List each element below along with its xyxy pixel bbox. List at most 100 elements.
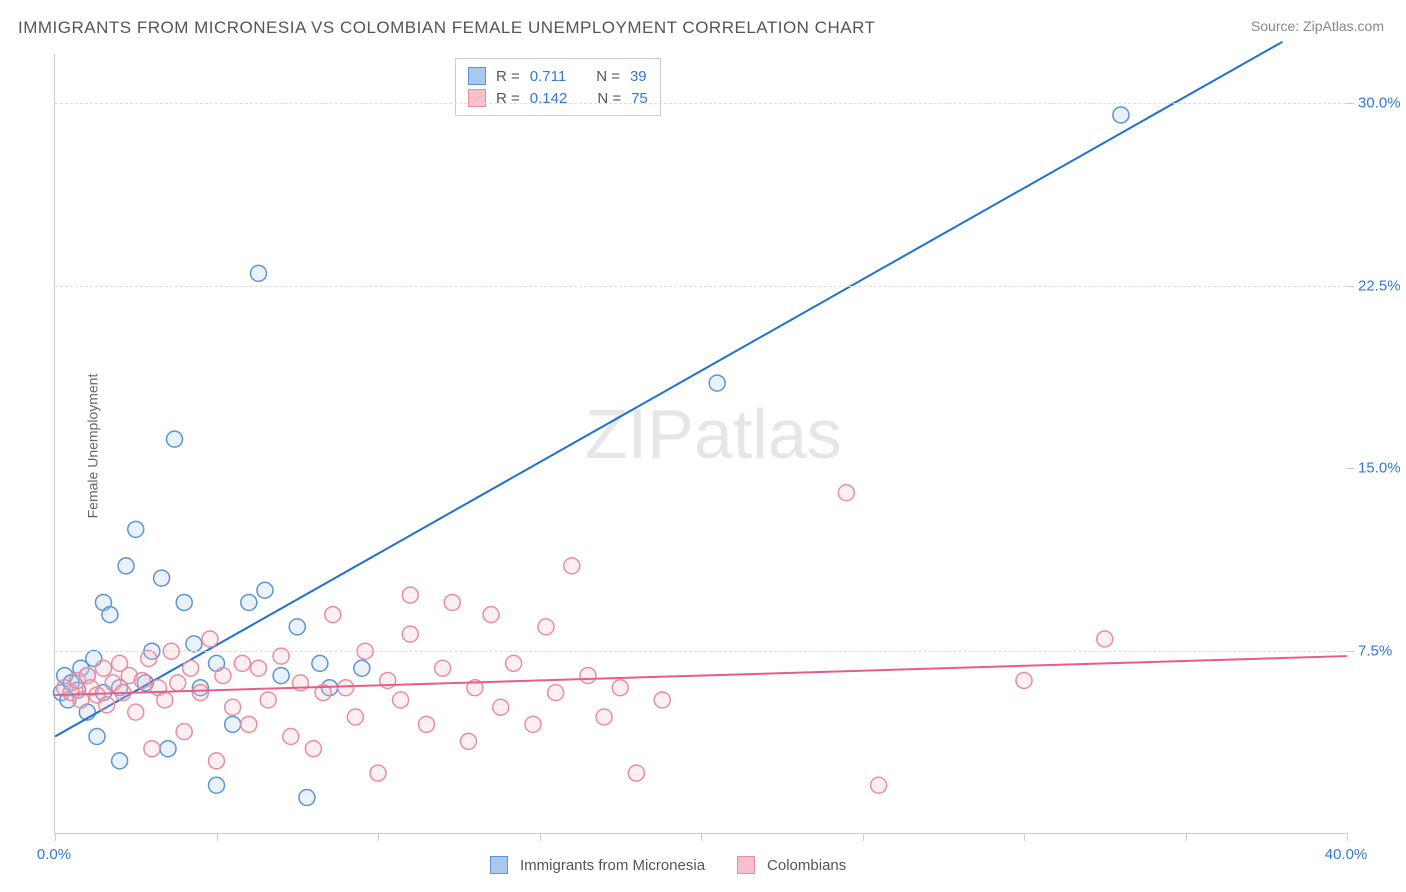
scatter-point-colombians [209, 753, 225, 769]
legend-swatch [737, 856, 755, 874]
y-axis-tick-label: 15.0% [1358, 460, 1401, 477]
chart-container: IMMIGRANTS FROM MICRONESIA VS COLOMBIAN … [0, 0, 1406, 892]
y-axis-tick-label: 7.5% [1358, 643, 1392, 660]
scatter-point-micronesia [186, 636, 202, 652]
scatter-point-colombians [170, 675, 186, 691]
scatter-point-colombians [157, 692, 173, 708]
scatter-point-colombians [176, 724, 192, 740]
scatter-point-micronesia [118, 558, 134, 574]
legend-swatch [468, 89, 486, 107]
source-name: ZipAtlas.com [1303, 18, 1384, 34]
scatter-point-micronesia [257, 582, 273, 598]
scatter-point-colombians [305, 741, 321, 757]
scatter-point-colombians [506, 655, 522, 671]
scatter-point-colombians [192, 685, 208, 701]
legend-row-micronesia: R = 0.711 N = 39 [468, 65, 648, 87]
plot-area: ZIPatlas R =0.711N =39R =0.142N =75 [54, 54, 1346, 834]
series-legend: Immigrants from Micronesia Colombians [490, 856, 866, 874]
legend-series-label: Colombians [767, 857, 846, 874]
scatter-point-colombians [418, 716, 434, 732]
r-label: R = [496, 90, 520, 107]
scatter-point-colombians [402, 587, 418, 603]
scatter-point-micronesia [128, 521, 144, 537]
scatter-point-colombians [250, 660, 266, 676]
r-label: R = [496, 68, 520, 85]
scatter-point-micronesia [250, 265, 266, 281]
source-prefix: Source: [1251, 18, 1303, 34]
scatter-point-colombians [435, 660, 451, 676]
scatter-point-colombians [871, 777, 887, 793]
scatter-point-micronesia [225, 716, 241, 732]
scatter-point-colombians [144, 741, 160, 757]
scatter-point-micronesia [176, 594, 192, 610]
x-tick [1024, 833, 1025, 841]
scatter-point-colombians [393, 692, 409, 708]
scatter-point-colombians [325, 607, 341, 623]
n-label: N = [596, 68, 620, 85]
scatter-point-micronesia [1113, 107, 1129, 123]
scatter-point-micronesia [709, 375, 725, 391]
scatter-point-colombians [612, 680, 628, 696]
scatter-point-colombians [548, 685, 564, 701]
scatter-point-colombians [838, 485, 854, 501]
y-tick [1346, 286, 1354, 287]
x-tick [701, 833, 702, 841]
scatter-point-colombians [580, 668, 596, 684]
y-tick [1346, 103, 1354, 104]
scatter-point-colombians [95, 660, 111, 676]
scatter-point-colombians [564, 558, 580, 574]
scatter-point-colombians [444, 594, 460, 610]
scatter-point-micronesia [209, 777, 225, 793]
scatter-point-colombians [183, 660, 199, 676]
scatter-point-micronesia [312, 655, 328, 671]
x-tick [378, 833, 379, 841]
r-value: 0.711 [530, 68, 566, 85]
scatter-point-colombians [202, 631, 218, 647]
scatter-point-colombians [283, 729, 299, 745]
trend-line-micronesia [55, 42, 1282, 737]
y-tick [1346, 468, 1354, 469]
scatter-point-colombians [260, 692, 276, 708]
gridline [55, 651, 1346, 652]
scatter-point-colombians [215, 668, 231, 684]
scatter-point-colombians [347, 709, 363, 725]
x-tick [1186, 833, 1187, 841]
x-tick [1347, 833, 1348, 841]
scatter-point-colombians [1097, 631, 1113, 647]
scatter-point-colombians [493, 699, 509, 715]
scatter-point-micronesia [160, 741, 176, 757]
scatter-point-colombians [483, 607, 499, 623]
legend-row-colombians: R = 0.142 N = 75 [468, 87, 648, 109]
scatter-point-colombians [338, 680, 354, 696]
scatter-point-colombians [370, 765, 386, 781]
scatter-point-colombians [402, 626, 418, 642]
scatter-point-colombians [234, 655, 250, 671]
scatter-point-colombians [128, 704, 144, 720]
n-value: 75 [631, 90, 648, 107]
scatter-point-colombians [654, 692, 670, 708]
scatter-point-colombians [538, 619, 554, 635]
scatter-point-micronesia [89, 729, 105, 745]
legend-series-label: Immigrants from Micronesia [520, 857, 705, 874]
r-value: 0.142 [530, 90, 568, 107]
x-tick [540, 833, 541, 841]
x-tick [55, 833, 56, 841]
n-label: N = [597, 90, 621, 107]
scatter-point-micronesia [241, 594, 257, 610]
scatter-point-micronesia [354, 660, 370, 676]
n-value: 39 [630, 68, 647, 85]
gridline [55, 286, 1346, 287]
scatter-point-micronesia [154, 570, 170, 586]
scatter-point-micronesia [299, 789, 315, 805]
scatter-point-colombians [134, 672, 150, 688]
legend-swatch [490, 856, 508, 874]
x-tick [217, 833, 218, 841]
scatter-plot-svg [55, 54, 1346, 833]
y-axis-tick-label: 22.5% [1358, 277, 1401, 294]
x-axis-tick-label: 40.0% [1325, 846, 1368, 863]
scatter-point-micronesia [167, 431, 183, 447]
x-tick [863, 833, 864, 841]
scatter-point-colombians [99, 697, 115, 713]
scatter-point-colombians [225, 699, 241, 715]
scatter-point-colombians [1016, 672, 1032, 688]
